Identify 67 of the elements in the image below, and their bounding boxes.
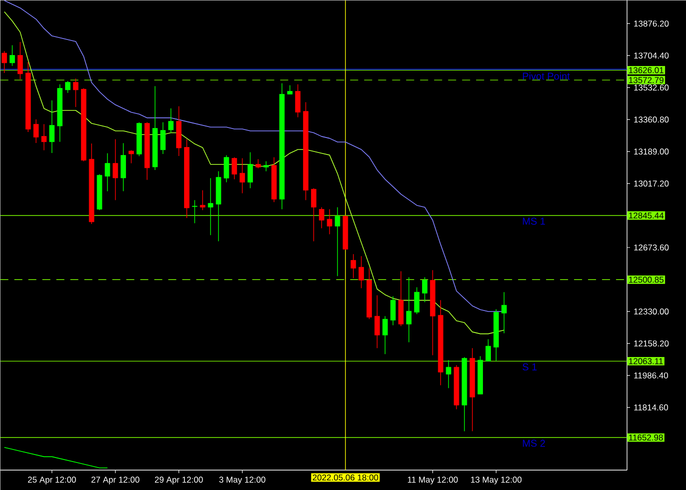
candlestick (10, 44, 15, 66)
x-tick-label: 13 May 12:00 (471, 476, 522, 484)
candlestick (446, 360, 452, 388)
candlestick (486, 338, 491, 362)
candlestick (248, 152, 253, 189)
candlestick (73, 78, 78, 108)
candlestick (200, 190, 206, 210)
candlestick (240, 158, 245, 194)
y-tick-label: 13360.80 (634, 116, 669, 122)
y-tick-label: 11814.60 (634, 404, 668, 410)
annotation: S 1 (522, 363, 537, 370)
candlestick (232, 156, 238, 180)
candlestick (311, 188, 316, 242)
candlestick (128, 150, 134, 164)
candlestick (224, 154, 230, 183)
candlestick (358, 256, 364, 288)
y-tick-label: 12158.20 (634, 340, 669, 346)
candlestick (334, 206, 340, 276)
candlestick (256, 158, 261, 169)
candlestick (350, 254, 356, 278)
candlestick (104, 152, 110, 192)
y-tick-label: 12673.60 (634, 244, 669, 250)
candlestick (422, 276, 428, 302)
x-tick-label: 29 Apr 12:00 (154, 476, 203, 484)
candlestick (41, 124, 47, 151)
ref-line-label: 12845.44 (629, 212, 664, 218)
candlestick (2, 50, 7, 74)
x-tick-label: 2022.05.06 18:00 (312, 474, 378, 480)
y-tick-label: 13532.60 (634, 84, 669, 91)
candlestick (382, 316, 388, 354)
candlestick (192, 200, 198, 224)
candlestick (208, 178, 214, 236)
y-tick-label: 13704.40 (634, 52, 669, 59)
y-tick-label: 12330.00 (634, 308, 669, 314)
y-tick-label: 13189.00 (634, 148, 669, 154)
y-tick-label: 13017.20 (634, 180, 669, 186)
annotation: MS 1 (522, 218, 545, 225)
candlestick (318, 206, 324, 229)
candlestick (390, 296, 396, 326)
candlestick (65, 80, 70, 94)
x-tick-label: 27 Apr 12:00 (91, 476, 140, 484)
x-tick-label: 11 May 12:00 (408, 476, 458, 484)
ref-line-label: 12500.85 (629, 276, 664, 283)
candlestick (120, 142, 126, 192)
candlestick (374, 294, 380, 348)
candlestick (414, 286, 420, 314)
y-tick-label: 11986.40 (634, 372, 668, 378)
candlestick (160, 122, 166, 154)
candlestick (295, 84, 300, 118)
ref-line-label: 11652.98 (629, 434, 663, 440)
ref-line-label: 13626.01 (629, 67, 664, 74)
candlestick (18, 42, 23, 80)
candlestick (49, 100, 55, 154)
ref-line-label: 12063.11 (629, 358, 663, 364)
candlestick (33, 118, 39, 144)
x-tick-label: 3 May 12:00 (219, 476, 266, 484)
annotation: Pivot Point (522, 72, 570, 80)
x-tick-label: 25 Apr 12:00 (28, 476, 76, 484)
candlestick (406, 276, 412, 342)
annotation: MS 2 (522, 440, 545, 447)
candlestick (112, 138, 118, 200)
candlestick (263, 160, 269, 172)
candlestick (326, 208, 332, 235)
candlestick (168, 108, 174, 134)
candlestick (501, 292, 507, 334)
ref-line-label: 13572.79 (629, 77, 664, 84)
y-tick-label: 13876.20 (634, 20, 669, 27)
